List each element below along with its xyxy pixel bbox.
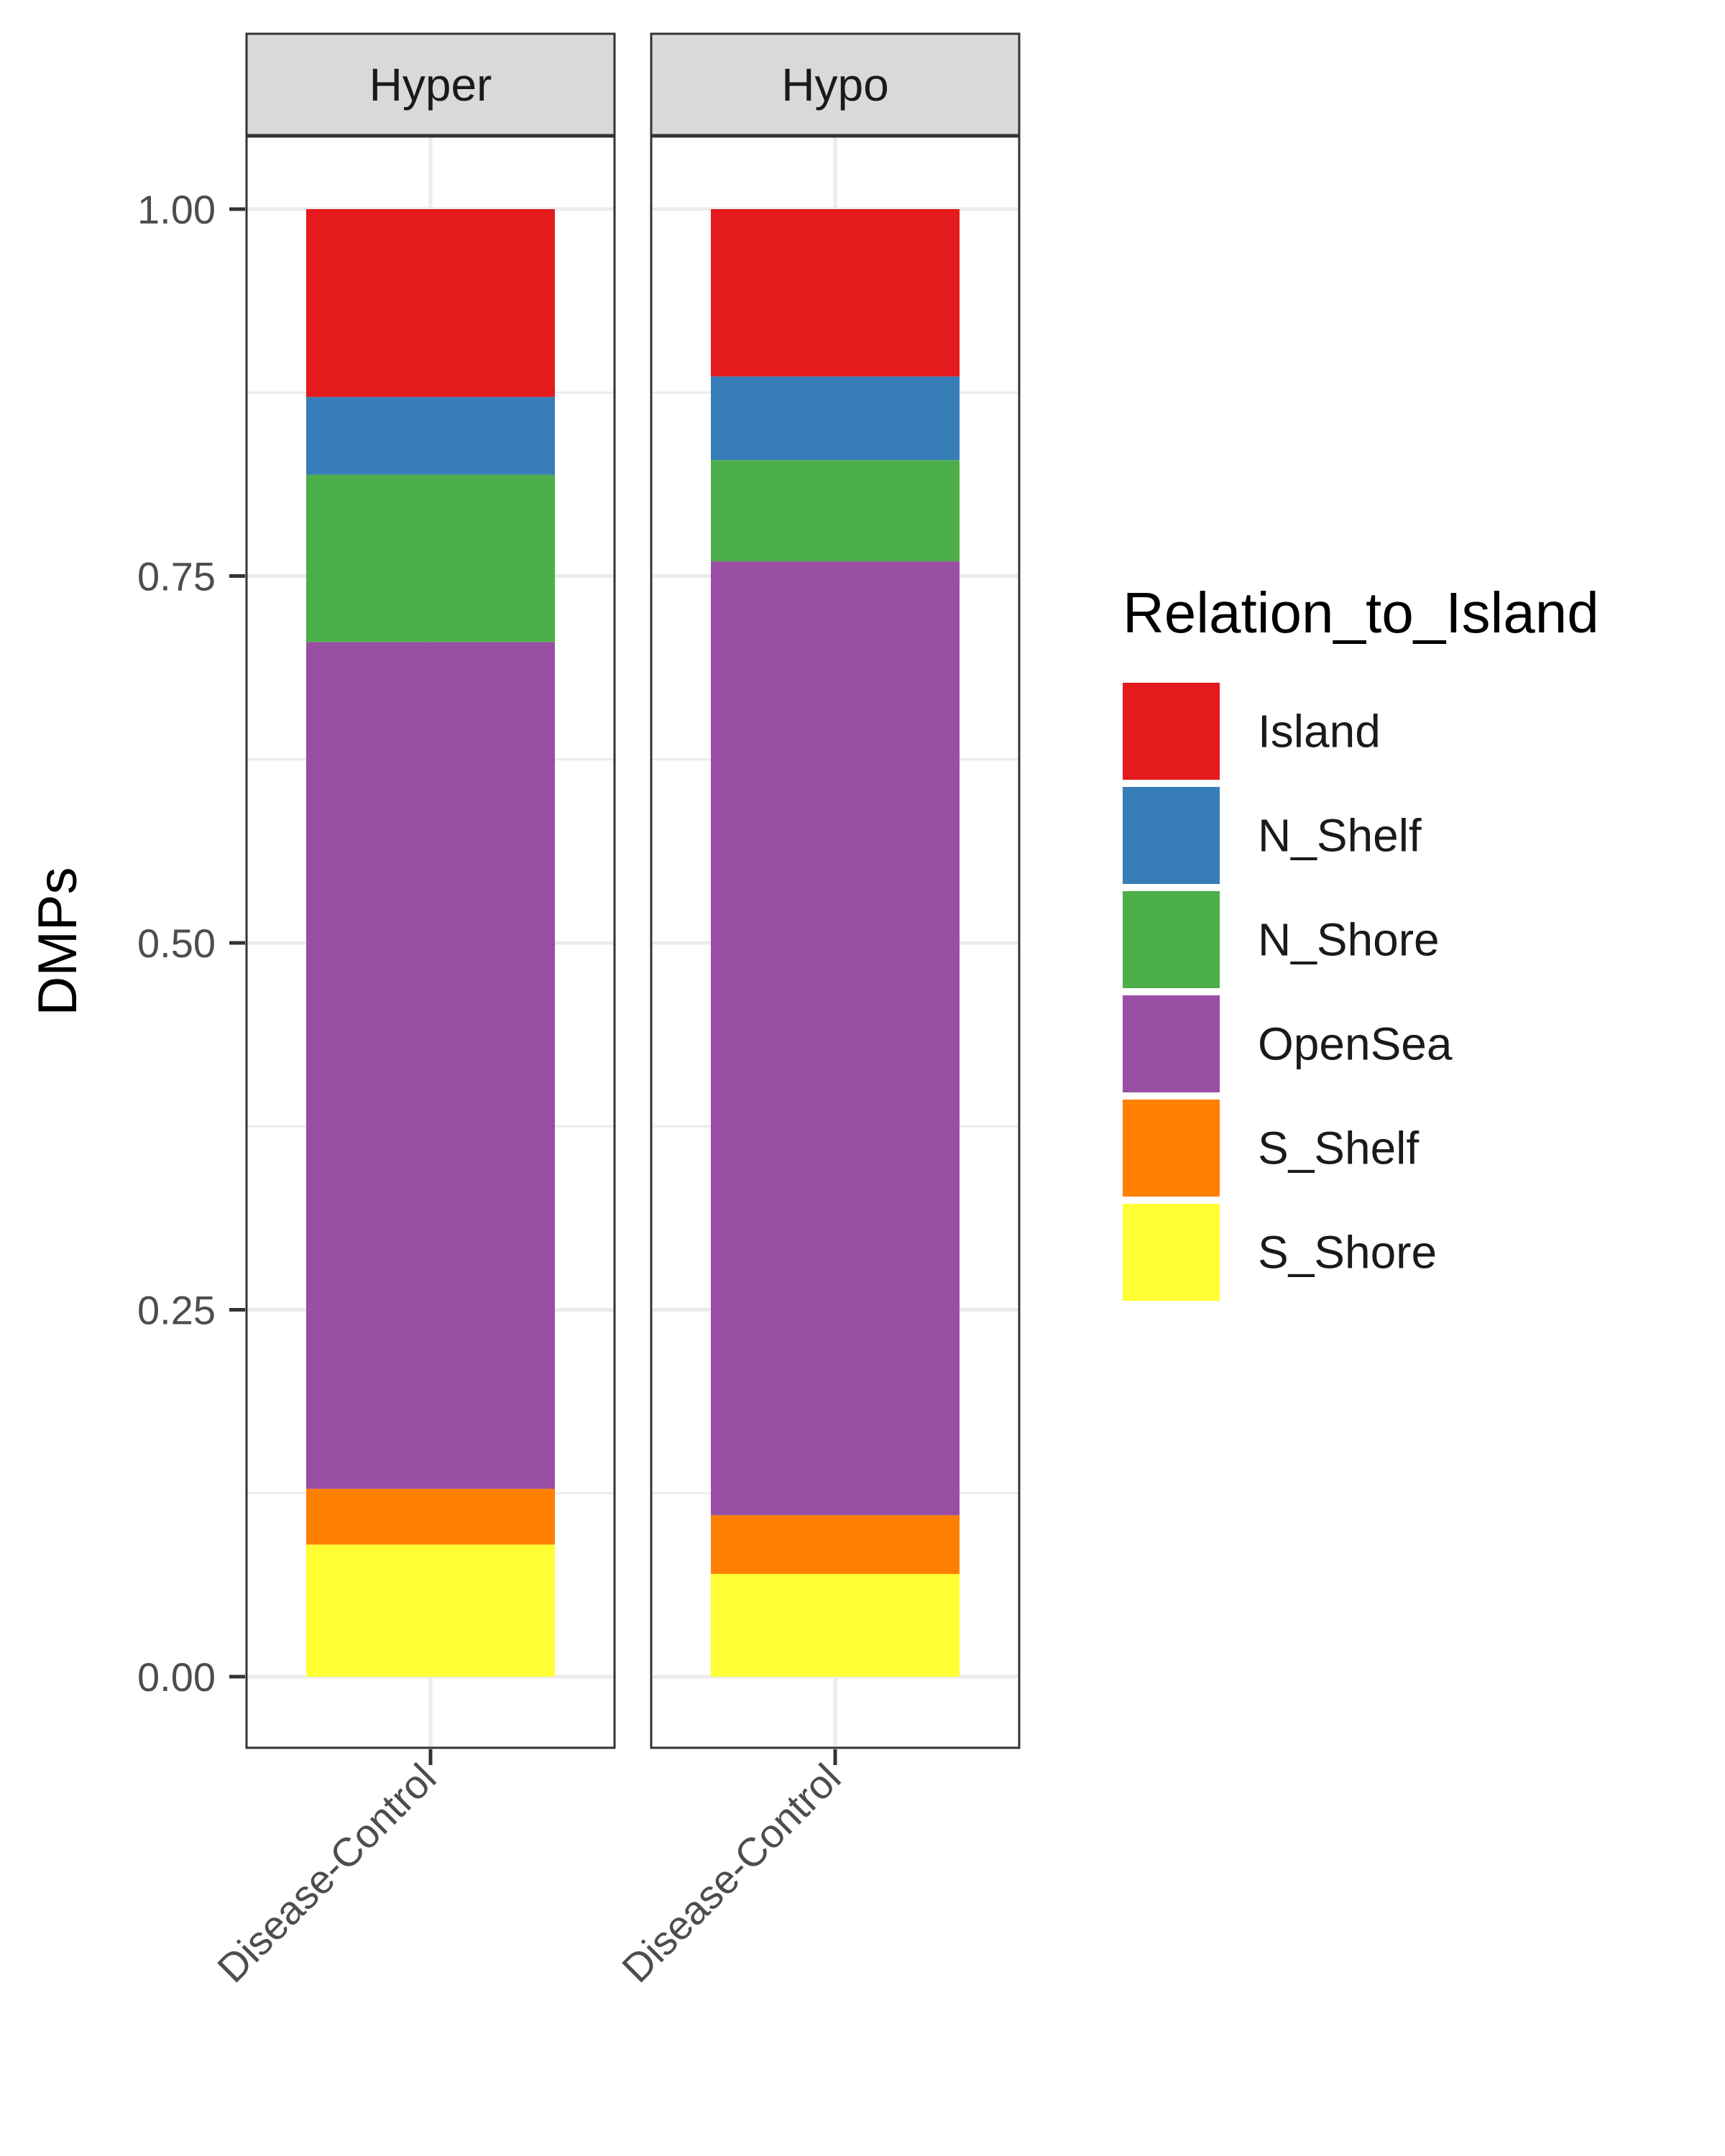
legend-items: Island N_Shelf N_Shore OpenSea S_Shelf S_Shor… xyxy=(1123,683,1453,1301)
y-tick-label: 0.50 xyxy=(137,921,216,966)
legend-label-opensea: OpenSea xyxy=(1258,1018,1453,1070)
bars-hypo xyxy=(711,209,960,1677)
bars-hyper xyxy=(306,209,555,1677)
legend-label-n-shelf: N_Shelf xyxy=(1258,810,1422,862)
facet-strip-hyper xyxy=(245,32,616,137)
facet-panel-hyper: Hyper xyxy=(245,32,616,1749)
legend-key-s-shelf xyxy=(1123,1100,1220,1197)
legend-key-n-shore xyxy=(1123,891,1220,988)
bar-segment-hyper-n-shore xyxy=(306,474,555,642)
bar-segment-hypo-island xyxy=(711,209,960,377)
legend-title: Relation_to_Island xyxy=(1123,581,1599,645)
legend-label-s-shore: S_Shore xyxy=(1258,1227,1437,1279)
legend-key-n-shelf xyxy=(1123,787,1220,884)
bar-segment-hyper-opensea xyxy=(306,642,555,1489)
y-tick-label: 0.25 xyxy=(137,1288,216,1333)
legend: Relation_to_Island Island N_Shelf N_Shore O… xyxy=(1123,581,1599,1301)
legend-label-n-shore: N_Shore xyxy=(1258,914,1440,966)
y-axis-title: DMPs xyxy=(27,867,88,1016)
bar-segment-hyper-n-shelf xyxy=(306,397,555,475)
y-axis-ticks: 0.00 0.25 0.50 0.75 1.00 xyxy=(137,187,245,1700)
bar-segment-hyper-s-shelf xyxy=(306,1488,555,1545)
facet-panel-hypo: Hypo xyxy=(650,32,1021,1749)
facet-label-hypo: Hypo xyxy=(781,59,888,111)
bar-segment-hypo-opensea xyxy=(711,561,960,1516)
y-axis: 0.00 0.25 0.50 0.75 1.00 DMPs xyxy=(27,187,245,1700)
panel-border-hypo xyxy=(650,135,1021,1749)
y-tick-label: 0.00 xyxy=(137,1654,216,1700)
bar-segment-hyper-island xyxy=(306,209,555,397)
legend-label-island: Island xyxy=(1258,706,1381,757)
bar-segment-hypo-s-shelf xyxy=(711,1515,960,1575)
facet-strip-hypo xyxy=(650,32,1021,137)
bar-segment-hypo-n-shore xyxy=(711,460,960,562)
panel-border-hyper xyxy=(245,135,616,1749)
facet-label-hyper: Hyper xyxy=(369,59,492,111)
legend-label-s-shelf: S_Shelf xyxy=(1258,1123,1419,1174)
legend-key-opensea xyxy=(1123,995,1220,1092)
legend-key-island xyxy=(1123,683,1220,780)
bar-segment-hypo-n-shelf xyxy=(711,376,960,461)
bar-segment-hyper-s-shore xyxy=(306,1544,555,1677)
legend-key-s-shore xyxy=(1123,1204,1220,1301)
y-tick-label: 1.00 xyxy=(137,187,216,232)
y-tick-label: 0.75 xyxy=(137,554,216,599)
bar-segment-hypo-s-shore xyxy=(711,1574,960,1677)
